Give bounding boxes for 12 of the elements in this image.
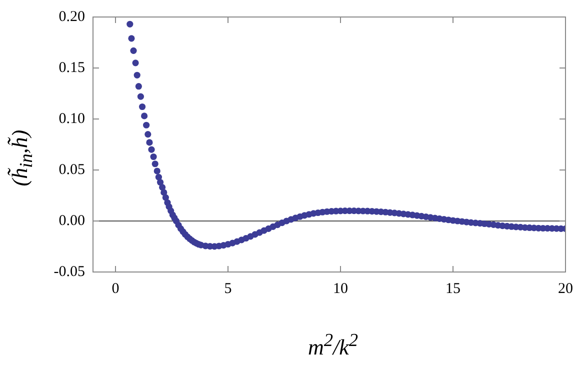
y-tick-label: 0.20: [58, 8, 85, 25]
x-tick-label: 0: [112, 280, 120, 297]
y-tick-label: 0.05: [58, 162, 85, 178]
x-tick-label: 10: [333, 280, 348, 297]
y-tick-label: 0.10: [58, 110, 85, 127]
y-tick-label: 0.15: [58, 60, 85, 76]
y-tick-label: 0.00: [58, 212, 85, 229]
x-tick-label: 20: [558, 280, 573, 297]
y-tick-label: -0.05: [54, 264, 85, 280]
x-axis-title: m$^{2}$/k$^{2}$: [308, 330, 358, 360]
x-tick-label: 15: [446, 280, 460, 297]
x-tick-label: 5: [224, 280, 232, 297]
